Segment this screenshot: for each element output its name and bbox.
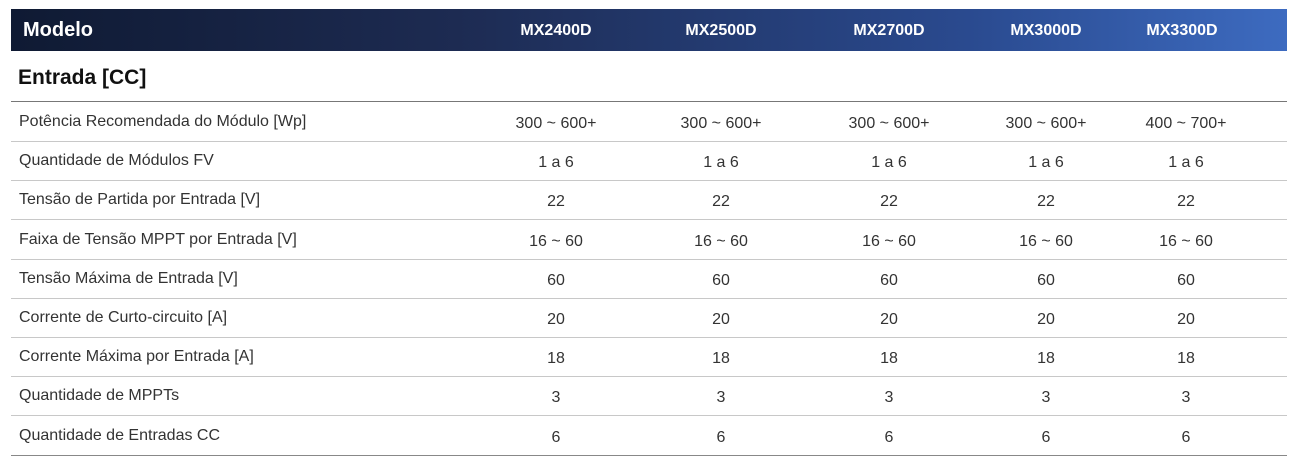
row-value: 1 a 6 xyxy=(871,154,907,171)
model-column-mx2400d: MX2400D xyxy=(520,22,592,39)
row-value: 3 xyxy=(884,389,894,406)
row-value: 16 ~ 60 xyxy=(862,233,916,250)
row-value: 22 xyxy=(547,193,565,210)
row-divider xyxy=(11,180,1287,181)
row-value: 3 xyxy=(1181,389,1191,406)
row-divider xyxy=(11,141,1287,142)
row-value: 300 ~ 600+ xyxy=(848,115,930,132)
row-value: 60 xyxy=(880,272,898,289)
row-divider xyxy=(11,376,1287,377)
table-row: Potência Recomendada do Módulo [Wp] 300 … xyxy=(11,102,1287,142)
row-value: 22 xyxy=(712,193,730,210)
table-row: Corrente de Curto-circuito [A] 20 20 20 … xyxy=(11,298,1287,338)
model-column-mx3000d: MX3000D xyxy=(1010,22,1082,39)
row-value: 1 a 6 xyxy=(1168,154,1204,171)
row-value: 16 ~ 60 xyxy=(529,233,583,250)
row-label: Potência Recomendada do Módulo [Wp] xyxy=(19,113,307,130)
row-value: 3 xyxy=(551,389,561,406)
row-value: 6 xyxy=(551,429,561,446)
row-value: 18 xyxy=(880,350,898,367)
row-value: 3 xyxy=(1041,389,1051,406)
table-row: Tensão de Partida por Entrada [V] 22 22 … xyxy=(11,180,1287,220)
section-divider xyxy=(11,101,1287,102)
row-value: 300 ~ 600+ xyxy=(680,115,762,132)
table-row: Quantidade de Módulos FV 1 a 6 1 a 6 1 a… xyxy=(11,141,1287,181)
table-row: Quantidade de MPPTs 3 3 3 3 3 xyxy=(11,376,1287,416)
row-value: 18 xyxy=(1177,350,1195,367)
row-value: 400 ~ 700+ xyxy=(1145,115,1227,132)
table-row: Quantidade de Entradas CC 6 6 6 6 6 xyxy=(11,416,1287,456)
row-divider xyxy=(11,415,1287,416)
row-value: 16 ~ 60 xyxy=(1019,233,1073,250)
section-title: Entrada [CC] xyxy=(18,66,147,89)
row-label: Corrente de Curto-circuito [A] xyxy=(19,309,228,326)
row-value: 60 xyxy=(1177,272,1195,289)
table-header: Modelo MX2400D MX2500D MX2700D MX3000D M… xyxy=(11,9,1287,51)
model-column-mx2700d: MX2700D xyxy=(853,22,925,39)
row-divider xyxy=(11,298,1287,299)
row-value: 6 xyxy=(1181,429,1191,446)
row-value: 60 xyxy=(1037,272,1055,289)
row-value: 20 xyxy=(880,311,898,328)
model-column-mx3300d: MX3300D xyxy=(1146,22,1218,39)
row-divider xyxy=(11,219,1287,220)
row-label: Tensão de Partida por Entrada [V] xyxy=(19,191,261,208)
row-value: 22 xyxy=(880,193,898,210)
row-label: Faixa de Tensão MPPT por Entrada [V] xyxy=(19,231,297,248)
row-value: 60 xyxy=(712,272,730,289)
row-value: 1 a 6 xyxy=(1028,154,1064,171)
row-divider xyxy=(11,455,1287,456)
row-value: 20 xyxy=(1177,311,1195,328)
model-header-label: Modelo xyxy=(23,19,93,41)
row-value: 18 xyxy=(547,350,565,367)
model-column-mx2500d: MX2500D xyxy=(685,22,757,39)
row-value: 20 xyxy=(1037,311,1055,328)
row-value: 20 xyxy=(547,311,565,328)
row-value: 22 xyxy=(1037,193,1055,210)
row-value: 300 ~ 600+ xyxy=(1005,115,1087,132)
row-value: 16 ~ 60 xyxy=(694,233,748,250)
row-label: Corrente Máxima por Entrada [A] xyxy=(19,348,254,365)
table-row: Faixa de Tensão MPPT por Entrada [V] 16 … xyxy=(11,220,1287,260)
table-row: Corrente Máxima por Entrada [A] 18 18 18… xyxy=(11,337,1287,377)
row-label: Quantidade de Entradas CC xyxy=(19,427,221,444)
table-row: Tensão Máxima de Entrada [V] 60 60 60 60… xyxy=(11,259,1287,299)
row-value: 22 xyxy=(1177,193,1195,210)
row-value: 1 a 6 xyxy=(703,154,739,171)
row-value: 20 xyxy=(712,311,730,328)
row-value: 18 xyxy=(712,350,730,367)
row-value: 6 xyxy=(884,429,894,446)
row-value: 6 xyxy=(716,429,726,446)
row-value: 6 xyxy=(1041,429,1051,446)
row-divider xyxy=(11,259,1287,260)
row-label: Quantidade de MPPTs xyxy=(19,387,180,404)
row-label: Tensão Máxima de Entrada [V] xyxy=(19,270,238,287)
row-value: 300 ~ 600+ xyxy=(515,115,597,132)
row-value: 1 a 6 xyxy=(538,154,574,171)
row-value: 18 xyxy=(1037,350,1055,367)
row-value: 16 ~ 60 xyxy=(1159,233,1213,250)
row-divider xyxy=(11,337,1287,338)
row-value: 60 xyxy=(547,272,565,289)
row-label: Quantidade de Módulos FV xyxy=(19,152,214,169)
row-value: 3 xyxy=(716,389,726,406)
